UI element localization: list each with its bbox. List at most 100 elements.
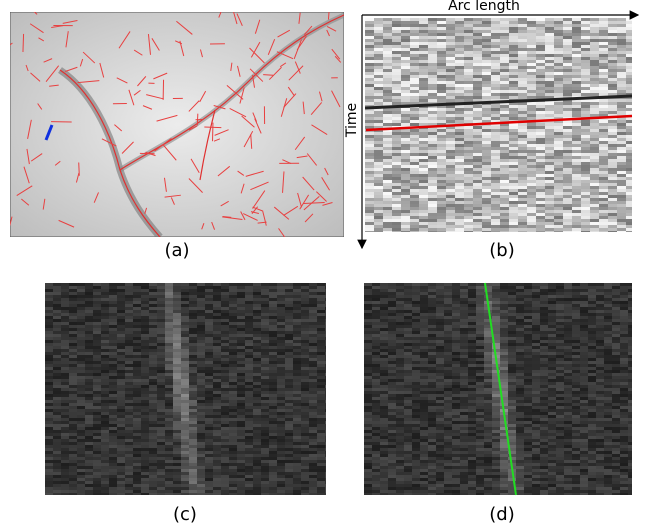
pixel	[213, 493, 221, 496]
pixel	[563, 171, 572, 174]
pixel	[464, 216, 473, 219]
pixel	[93, 397, 101, 400]
pixel	[536, 165, 545, 168]
pixel	[269, 448, 277, 451]
pixel	[590, 63, 599, 66]
pixel	[419, 27, 428, 30]
pixel	[325, 436, 333, 439]
pixel	[85, 373, 93, 376]
pixel	[245, 469, 253, 472]
pixel	[293, 442, 301, 445]
pixel	[446, 213, 455, 216]
pixel	[189, 436, 197, 439]
pixel	[277, 436, 285, 439]
pixel	[77, 370, 85, 373]
pixel	[554, 147, 563, 150]
pixel	[277, 388, 285, 391]
pixel	[149, 400, 157, 403]
pixel	[117, 319, 125, 322]
pixel	[157, 376, 165, 379]
pixel	[564, 286, 572, 289]
pixel	[545, 57, 554, 60]
pixel	[245, 337, 253, 340]
pixel	[301, 481, 309, 484]
pixel	[245, 466, 253, 469]
pixel	[85, 349, 93, 352]
pixel	[626, 54, 635, 57]
pixel	[229, 445, 237, 448]
pixel	[464, 48, 473, 51]
pixel	[590, 201, 599, 204]
pixel	[165, 484, 173, 487]
pixel	[374, 171, 383, 174]
pixel	[237, 424, 245, 427]
pixel	[325, 391, 333, 394]
pixel	[109, 334, 117, 337]
pixel	[325, 406, 333, 409]
pixel	[93, 355, 101, 358]
pixel	[419, 219, 428, 222]
pixel	[500, 60, 509, 63]
pixel	[563, 111, 572, 114]
pixel	[428, 111, 437, 114]
pixel	[428, 66, 437, 69]
pixel	[45, 292, 53, 295]
pixel	[500, 42, 509, 45]
pixel	[213, 313, 221, 316]
pixel	[53, 439, 61, 442]
pixel	[500, 87, 509, 90]
pixel	[317, 319, 325, 322]
pixel	[518, 84, 527, 87]
pixel	[581, 180, 590, 183]
pixel	[554, 18, 563, 21]
pixel	[437, 144, 446, 147]
pixel	[69, 460, 77, 463]
pixel	[285, 298, 293, 301]
pixel	[285, 304, 293, 307]
pixel	[109, 436, 117, 439]
pixel	[325, 442, 333, 445]
pixel	[563, 78, 572, 81]
pixel	[205, 289, 213, 292]
pixel	[61, 367, 69, 370]
pixel	[527, 150, 536, 153]
pixel	[455, 81, 464, 84]
pixel	[410, 48, 419, 51]
pixel	[590, 192, 599, 195]
pixel	[325, 358, 333, 361]
pixel	[229, 367, 237, 370]
pixel	[580, 283, 588, 286]
pixel	[253, 343, 261, 346]
pixel	[117, 343, 125, 346]
pixel	[617, 21, 626, 24]
pixel	[446, 207, 455, 210]
pixel	[149, 340, 157, 343]
pixel	[590, 57, 599, 60]
pixel	[125, 433, 133, 436]
pixel	[53, 316, 61, 319]
pixel	[518, 147, 527, 150]
pixel	[532, 283, 540, 286]
pixel	[374, 57, 383, 60]
pixel	[608, 51, 617, 54]
pixel	[473, 153, 482, 156]
pixel	[563, 222, 572, 225]
pixel	[149, 394, 157, 397]
pixel	[285, 466, 293, 469]
pixel	[45, 379, 53, 382]
pixel	[500, 36, 509, 39]
pixel	[85, 322, 93, 325]
pixel	[197, 361, 205, 364]
pixel	[237, 346, 245, 349]
pixel	[229, 490, 237, 493]
pixel	[181, 322, 189, 325]
pixel	[365, 219, 374, 222]
pixel	[608, 189, 617, 192]
pixel	[101, 481, 109, 484]
pixel	[69, 415, 77, 418]
pixel	[261, 463, 269, 466]
pixel	[608, 180, 617, 183]
pixel	[109, 400, 117, 403]
pixel	[117, 481, 125, 484]
pixel	[245, 370, 253, 373]
